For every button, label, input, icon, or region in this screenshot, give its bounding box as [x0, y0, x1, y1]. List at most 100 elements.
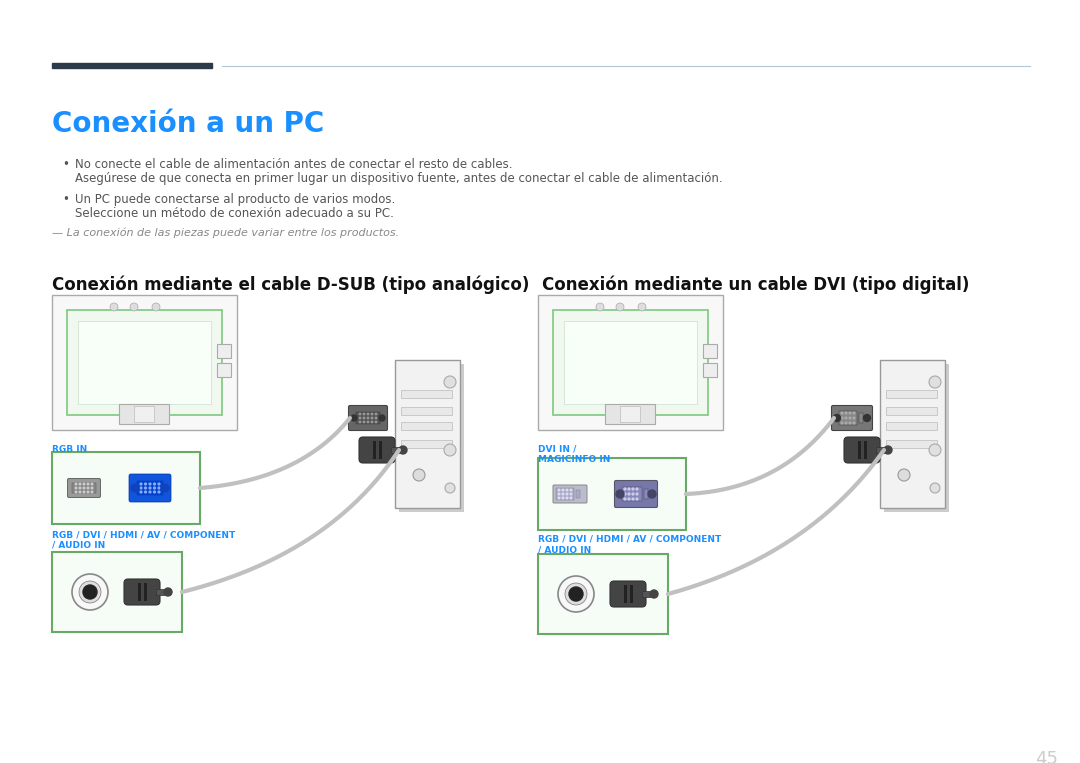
- Circle shape: [885, 446, 892, 454]
- FancyBboxPatch shape: [124, 579, 160, 605]
- Text: 45: 45: [1035, 750, 1058, 763]
- Bar: [564, 321, 697, 404]
- Circle shape: [632, 493, 634, 495]
- Text: Asegúrese de que conecta en primer lugar un dispositivo fuente, antes de conecta: Asegúrese de que conecta en primer lugar…: [75, 172, 723, 185]
- Bar: [630, 585, 633, 603]
- Bar: [72, 483, 96, 493]
- Circle shape: [72, 574, 108, 610]
- Bar: [144, 583, 147, 601]
- Circle shape: [145, 491, 147, 493]
- Bar: [379, 441, 382, 459]
- Bar: [401, 440, 453, 448]
- Circle shape: [83, 488, 85, 489]
- Circle shape: [79, 491, 81, 493]
- Circle shape: [563, 493, 564, 494]
- Text: Seleccione un método de conexión adecuado a su PC.: Seleccione un método de conexión adecuad…: [75, 207, 394, 220]
- Circle shape: [360, 414, 361, 415]
- Bar: [217, 363, 231, 377]
- Circle shape: [87, 483, 89, 485]
- Circle shape: [444, 376, 456, 388]
- Circle shape: [79, 483, 81, 485]
- Bar: [886, 407, 937, 415]
- Circle shape: [76, 491, 77, 493]
- FancyBboxPatch shape: [610, 581, 646, 607]
- Circle shape: [164, 588, 172, 596]
- Circle shape: [558, 576, 594, 612]
- Circle shape: [624, 488, 626, 490]
- Circle shape: [897, 469, 910, 481]
- Circle shape: [624, 493, 626, 495]
- Circle shape: [570, 497, 571, 499]
- Text: RGB / DVI / HDMI / AV / COMPONENT
/ AUDIO IN: RGB / DVI / HDMI / AV / COMPONENT / AUDI…: [52, 530, 235, 549]
- Circle shape: [91, 483, 93, 485]
- Bar: [876, 447, 888, 453]
- Circle shape: [158, 487, 160, 489]
- Bar: [399, 364, 464, 512]
- Bar: [401, 422, 453, 430]
- Circle shape: [149, 491, 151, 493]
- Circle shape: [130, 303, 138, 311]
- Bar: [885, 364, 949, 512]
- Bar: [556, 488, 573, 500]
- Circle shape: [841, 412, 842, 414]
- Bar: [137, 481, 163, 495]
- Circle shape: [76, 488, 77, 489]
- Bar: [703, 344, 717, 358]
- Bar: [52, 452, 200, 524]
- Circle shape: [376, 414, 377, 415]
- Text: Conexión mediante un cable DVI (tipo digital): Conexión mediante un cable DVI (tipo dig…: [542, 275, 970, 294]
- Bar: [401, 407, 453, 415]
- Circle shape: [372, 421, 373, 423]
- Text: Un PC puede conectarse al producto de varios modos.: Un PC puede conectarse al producto de va…: [75, 193, 395, 206]
- Bar: [391, 447, 403, 453]
- Bar: [401, 390, 453, 398]
- Bar: [119, 404, 168, 424]
- Bar: [538, 295, 723, 430]
- Circle shape: [140, 491, 141, 493]
- Circle shape: [367, 414, 368, 415]
- Circle shape: [363, 421, 365, 423]
- Text: DVI IN /
MAGICINFO IN: DVI IN / MAGICINFO IN: [538, 445, 610, 465]
- Circle shape: [846, 422, 847, 423]
- Circle shape: [570, 493, 571, 494]
- Text: Conexión a un PC: Conexión a un PC: [52, 110, 324, 138]
- Circle shape: [372, 414, 373, 415]
- Circle shape: [145, 483, 147, 485]
- Circle shape: [83, 483, 85, 485]
- FancyBboxPatch shape: [359, 437, 395, 463]
- Circle shape: [929, 444, 941, 456]
- Circle shape: [849, 417, 851, 419]
- Circle shape: [648, 490, 656, 498]
- Bar: [644, 489, 648, 499]
- Circle shape: [158, 491, 160, 493]
- Bar: [217, 344, 231, 358]
- Circle shape: [629, 493, 630, 495]
- FancyBboxPatch shape: [843, 437, 880, 463]
- Bar: [858, 441, 861, 459]
- Circle shape: [930, 483, 940, 493]
- Circle shape: [140, 487, 141, 489]
- Circle shape: [360, 417, 361, 419]
- Circle shape: [929, 376, 941, 388]
- Circle shape: [145, 487, 147, 489]
- Circle shape: [363, 414, 365, 415]
- Text: •: •: [62, 193, 69, 206]
- Circle shape: [853, 422, 854, 423]
- Circle shape: [83, 491, 85, 493]
- Circle shape: [87, 491, 89, 493]
- Bar: [605, 404, 654, 424]
- FancyBboxPatch shape: [349, 405, 388, 430]
- Circle shape: [566, 497, 568, 499]
- Bar: [553, 310, 708, 415]
- Circle shape: [632, 488, 634, 490]
- Circle shape: [149, 483, 151, 485]
- FancyBboxPatch shape: [832, 405, 873, 430]
- Bar: [52, 552, 183, 632]
- Circle shape: [399, 446, 407, 454]
- Bar: [642, 591, 654, 597]
- Circle shape: [83, 585, 97, 599]
- Circle shape: [616, 490, 624, 498]
- Text: Conexión mediante el cable D-SUB (tipo analógico): Conexión mediante el cable D-SUB (tipo a…: [52, 275, 529, 294]
- Circle shape: [87, 488, 89, 489]
- FancyBboxPatch shape: [67, 478, 100, 497]
